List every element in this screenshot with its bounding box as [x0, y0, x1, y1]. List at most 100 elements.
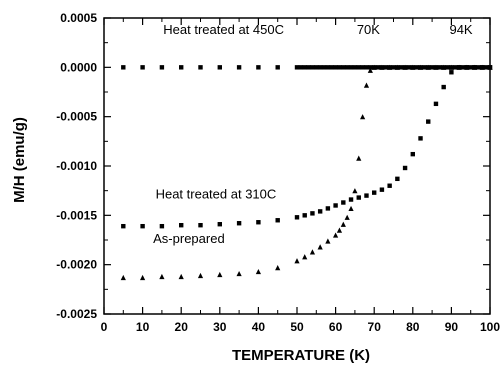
data-point-square: [121, 223, 126, 229]
data-point-triangle: [197, 272, 204, 279]
data-point-square: [348, 65, 354, 70]
data-point-square: [121, 65, 126, 70]
data-point-square: [356, 65, 361, 70]
y-axis-label: M/H (emu/g): [11, 117, 28, 203]
data-point-triangle: [367, 67, 373, 73]
data-point-square: [314, 65, 319, 70]
data-point-triangle: [294, 258, 300, 264]
x-tick-label: 30: [213, 320, 227, 334]
data-point-square: [449, 70, 454, 75]
axes: [103, 17, 491, 315]
data-point-square: [217, 65, 222, 70]
data-point-triangle: [360, 114, 366, 120]
data-point-triangle: [394, 64, 400, 70]
data-point-triangle: [487, 64, 493, 70]
data-point-triangle: [425, 64, 431, 70]
plot-frame: [103, 17, 491, 315]
data-point-square: [379, 187, 385, 192]
data-point-square: [333, 203, 338, 208]
data-point-triangle: [333, 232, 339, 238]
data-point-square: [406, 65, 412, 70]
data-point-triangle: [340, 221, 346, 227]
annotations: Heat treated at 450C 70K 94K Heat treated a…: [153, 22, 473, 246]
data-point-square: [317, 65, 323, 70]
data-point-square: [460, 65, 466, 70]
x-tick-label: 80: [406, 320, 420, 334]
data-point-triangle: [140, 274, 146, 281]
data-point-triangle: [464, 64, 470, 70]
y-tick-label: -0.0005: [56, 110, 97, 124]
data-point-triangle: [471, 64, 478, 70]
data-point-square: [375, 65, 381, 70]
annotation-label: Heat treated at 310C: [156, 187, 277, 202]
data-point-triangle: [255, 268, 261, 275]
data-point-square: [325, 206, 331, 211]
data-point-triangle: [402, 64, 408, 70]
x-tick-label: 50: [290, 320, 304, 334]
data-point-square: [298, 65, 304, 70]
series-1: [121, 65, 493, 229]
x-axis-ticks: 0 10 20 30 40 50 60 70 80 90 100: [101, 18, 500, 334]
annotation-label: As-prepared: [153, 231, 225, 246]
data-point-square: [294, 215, 300, 220]
y-tick-label: 0.0005: [60, 11, 97, 25]
data-point-square: [256, 220, 261, 225]
data-point-square: [422, 65, 427, 70]
data-point-triangle: [371, 64, 377, 70]
annotation-label: 70K: [357, 22, 380, 37]
data-point-square: [344, 65, 350, 70]
data-point-square: [399, 65, 404, 70]
data-point-square: [275, 65, 280, 70]
data-point-triangle: [317, 244, 323, 250]
data-point-square: [294, 65, 300, 70]
data-point-square: [418, 136, 423, 141]
data-point-triangle: [302, 254, 308, 260]
x-tick-label: 70: [368, 320, 382, 334]
data-point-triangle: [120, 274, 126, 281]
data-point-square: [317, 209, 323, 214]
data-point-triangle: [217, 271, 223, 278]
data-point-triangle: [178, 273, 184, 280]
data-point-triangle: [441, 64, 447, 70]
data-point-square: [179, 223, 184, 228]
data-point-triangle: [410, 64, 416, 70]
data-point-square: [310, 211, 315, 216]
data-point-square: [441, 84, 446, 90]
data-point-triangle: [456, 64, 462, 70]
data-point-triangle: [479, 64, 485, 70]
data-point-square: [356, 195, 361, 200]
data-point-square: [337, 65, 342, 70]
data-point-triangle: [417, 64, 424, 70]
data-point-square: [395, 176, 400, 182]
y-tick-label: 0.0000: [60, 60, 97, 74]
data-point-square: [256, 65, 261, 70]
data-point-triangle: [363, 82, 370, 88]
x-tick-label: 20: [175, 320, 189, 334]
data-point-square: [179, 65, 184, 70]
data-point-square: [140, 223, 145, 229]
data-point-triangle: [433, 64, 439, 70]
data-point-triangle: [344, 214, 350, 220]
data-point-square: [302, 65, 307, 70]
y-tick-label: -0.0010: [56, 159, 97, 173]
x-tick-label: 0: [101, 320, 108, 334]
data-point-triangle: [348, 205, 354, 212]
data-point-square: [348, 197, 354, 202]
series-2: [120, 64, 493, 281]
data-point-square: [310, 65, 315, 70]
data-point-triangle: [356, 155, 362, 161]
data-point-square: [468, 65, 473, 70]
data-point-square: [275, 218, 280, 223]
data-point-triangle: [448, 64, 454, 70]
data-point-square: [236, 65, 242, 70]
data-point-square: [140, 65, 145, 70]
data-point-square: [198, 65, 203, 70]
data-point-triangle: [275, 265, 281, 271]
x-axis-label: TEMPERATURE (K): [232, 347, 370, 364]
y-tick-label: -0.0015: [56, 208, 97, 222]
data-point-triangle: [387, 64, 393, 70]
y-tick-label: -0.0020: [56, 258, 97, 272]
data-point-square: [410, 151, 415, 157]
data-point-triangle: [159, 273, 165, 280]
